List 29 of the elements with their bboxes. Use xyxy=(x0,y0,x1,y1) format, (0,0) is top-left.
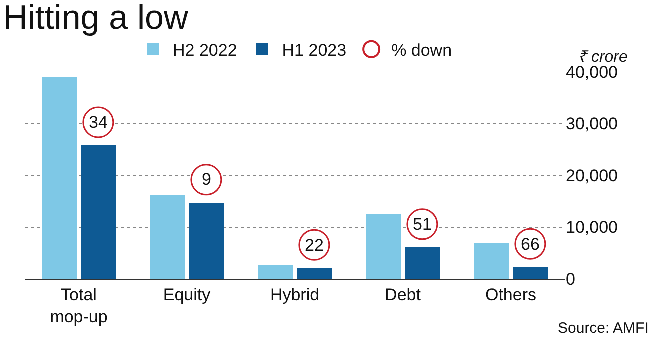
x-tick-label: Hybrid xyxy=(270,285,320,304)
source-note: Source: AMFI xyxy=(558,320,649,337)
bar xyxy=(258,265,293,279)
legend-label: H1 2023 xyxy=(282,41,347,60)
bar xyxy=(474,243,509,279)
bar xyxy=(42,77,77,279)
annotation: 66 xyxy=(521,235,540,254)
x-tick-label: Others xyxy=(485,285,537,304)
y-tick-label: 30,000 xyxy=(566,114,618,134)
annotation: 51 xyxy=(413,215,432,234)
annotation: 22 xyxy=(305,236,324,255)
legend-label: % down xyxy=(392,41,452,60)
x-tick-label: Total mop-up xyxy=(50,285,108,326)
bar xyxy=(405,247,440,279)
x-tick-label: Equity xyxy=(163,285,212,304)
annotation: 34 xyxy=(89,113,108,132)
annotation: 9 xyxy=(202,170,212,189)
bar xyxy=(189,203,224,279)
y-tick-label: 10,000 xyxy=(566,218,618,238)
chart-title: Hitting a low xyxy=(3,0,189,37)
bar xyxy=(150,195,185,279)
legend-label: H2 2022 xyxy=(173,41,238,60)
y-tick-label: 0 xyxy=(566,270,576,289)
bar xyxy=(81,145,116,279)
bar xyxy=(366,214,401,279)
y-tick-label: 20,000 xyxy=(566,166,618,186)
x-tick-label: Debt xyxy=(385,285,422,304)
bar xyxy=(513,267,548,279)
bar xyxy=(297,268,332,279)
